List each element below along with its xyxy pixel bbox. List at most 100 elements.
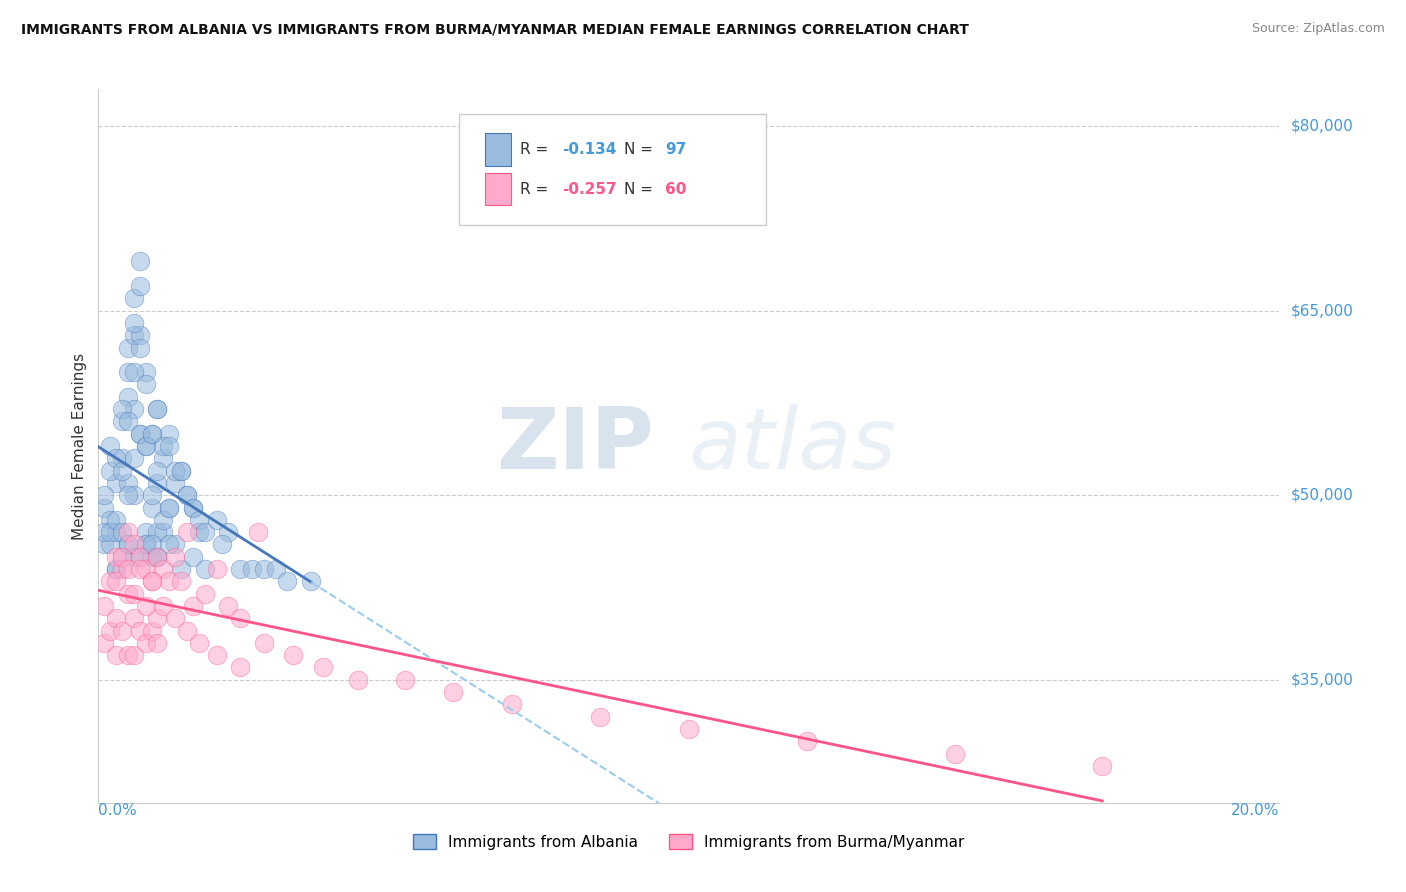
Immigrants from Albania <box>146 464 169 478</box>
Immigrants from Albania <box>93 537 115 551</box>
Immigrants from Albania <box>122 291 145 305</box>
Immigrants from Burma/Myanmar <box>229 660 252 674</box>
Immigrants from Burma/Myanmar <box>135 599 157 613</box>
Immigrants from Albania <box>122 488 145 502</box>
Immigrants from Albania <box>135 365 157 379</box>
Immigrants from Albania <box>105 562 128 576</box>
Immigrants from Albania <box>170 562 193 576</box>
Immigrants from Albania <box>276 574 298 589</box>
Immigrants from Albania <box>165 537 187 551</box>
Immigrants from Albania <box>135 537 157 551</box>
Immigrants from Albania <box>165 475 187 490</box>
Immigrants from Burma/Myanmar <box>117 562 139 576</box>
Immigrants from Albania <box>111 402 134 417</box>
Text: N =: N = <box>624 182 658 196</box>
Immigrants from Albania <box>105 562 128 576</box>
Immigrants from Albania <box>117 414 139 428</box>
Immigrants from Albania <box>146 549 169 564</box>
Text: $50,000: $50,000 <box>1291 488 1354 503</box>
Text: atlas: atlas <box>689 404 897 488</box>
Immigrants from Burma/Myanmar <box>128 624 150 638</box>
Immigrants from Albania <box>229 562 252 576</box>
Immigrants from Albania <box>122 316 145 330</box>
Immigrants from Albania <box>146 525 169 540</box>
Immigrants from Burma/Myanmar <box>229 611 252 625</box>
Immigrants from Burma/Myanmar <box>111 549 134 564</box>
Text: 60: 60 <box>665 182 686 196</box>
Immigrants from Albania <box>176 488 198 502</box>
Immigrants from Albania <box>152 513 174 527</box>
Immigrants from Burma/Myanmar <box>141 574 163 589</box>
Immigrants from Burma/Myanmar <box>146 636 169 650</box>
Immigrants from Albania <box>217 525 239 540</box>
Text: ZIP: ZIP <box>496 404 654 488</box>
Immigrants from Burma/Myanmar <box>678 722 700 736</box>
Immigrants from Albania <box>117 537 139 551</box>
Immigrants from Burma/Myanmar <box>1091 759 1114 773</box>
Immigrants from Burma/Myanmar <box>117 648 139 662</box>
Immigrants from Albania <box>157 537 180 551</box>
Immigrants from Albania <box>98 439 121 453</box>
Immigrants from Albania <box>135 439 157 453</box>
Immigrants from Albania <box>157 500 180 515</box>
Immigrants from Albania <box>105 513 128 527</box>
Text: R =: R = <box>520 182 553 196</box>
Immigrants from Albania <box>299 574 322 589</box>
Immigrants from Albania <box>128 341 150 355</box>
Immigrants from Burma/Myanmar <box>283 648 305 662</box>
Immigrants from Burma/Myanmar <box>135 636 157 650</box>
Immigrants from Burma/Myanmar <box>152 562 174 576</box>
Immigrants from Albania <box>111 464 134 478</box>
Immigrants from Albania <box>141 426 163 441</box>
Immigrants from Albania <box>141 549 163 564</box>
Immigrants from Burma/Myanmar <box>122 587 145 601</box>
Immigrants from Albania <box>117 488 139 502</box>
Text: 20.0%: 20.0% <box>1232 803 1279 818</box>
Text: $35,000: $35,000 <box>1291 673 1354 687</box>
Immigrants from Burma/Myanmar <box>589 709 612 723</box>
Immigrants from Albania <box>264 562 287 576</box>
Immigrants from Albania <box>117 365 139 379</box>
Immigrants from Albania <box>122 451 145 466</box>
Immigrants from Burma/Myanmar <box>135 562 157 576</box>
Immigrants from Burma/Myanmar <box>347 673 370 687</box>
Text: IMMIGRANTS FROM ALBANIA VS IMMIGRANTS FROM BURMA/MYANMAR MEDIAN FEMALE EARNINGS : IMMIGRANTS FROM ALBANIA VS IMMIGRANTS FR… <box>21 22 969 37</box>
Immigrants from Burma/Myanmar <box>165 549 187 564</box>
Text: R =: R = <box>520 142 553 157</box>
Immigrants from Albania <box>194 525 217 540</box>
Immigrants from Burma/Myanmar <box>105 611 128 625</box>
Immigrants from Burma/Myanmar <box>111 624 134 638</box>
Immigrants from Albania <box>205 513 228 527</box>
Immigrants from Albania <box>157 500 180 515</box>
Immigrants from Burma/Myanmar <box>117 525 139 540</box>
Immigrants from Albania <box>141 537 163 551</box>
Immigrants from Burma/Myanmar <box>394 673 416 687</box>
Immigrants from Albania <box>117 341 139 355</box>
Immigrants from Albania <box>240 562 263 576</box>
Immigrants from Burma/Myanmar <box>217 599 239 613</box>
Immigrants from Burma/Myanmar <box>170 574 193 589</box>
Immigrants from Albania <box>157 426 180 441</box>
Immigrants from Albania <box>111 414 134 428</box>
Immigrants from Albania <box>105 525 128 540</box>
Immigrants from Albania <box>135 439 157 453</box>
Immigrants from Albania <box>128 426 150 441</box>
Immigrants from Burma/Myanmar <box>122 611 145 625</box>
Immigrants from Burma/Myanmar <box>312 660 335 674</box>
Immigrants from Burma/Myanmar <box>205 648 228 662</box>
Immigrants from Albania <box>93 500 115 515</box>
Text: -0.257: -0.257 <box>562 182 617 196</box>
Immigrants from Burma/Myanmar <box>128 562 150 576</box>
Immigrants from Albania <box>135 377 157 392</box>
Immigrants from Albania <box>135 525 157 540</box>
Immigrants from Burma/Myanmar <box>181 599 204 613</box>
Immigrants from Albania <box>181 500 204 515</box>
Immigrants from Albania <box>181 549 204 564</box>
Immigrants from Albania <box>128 279 150 293</box>
Immigrants from Burma/Myanmar <box>441 685 464 699</box>
Immigrants from Burma/Myanmar <box>165 611 187 625</box>
Immigrants from Albania <box>152 439 174 453</box>
Immigrants from Albania <box>152 451 174 466</box>
Immigrants from Albania <box>122 549 145 564</box>
Text: -0.134: -0.134 <box>562 142 617 157</box>
